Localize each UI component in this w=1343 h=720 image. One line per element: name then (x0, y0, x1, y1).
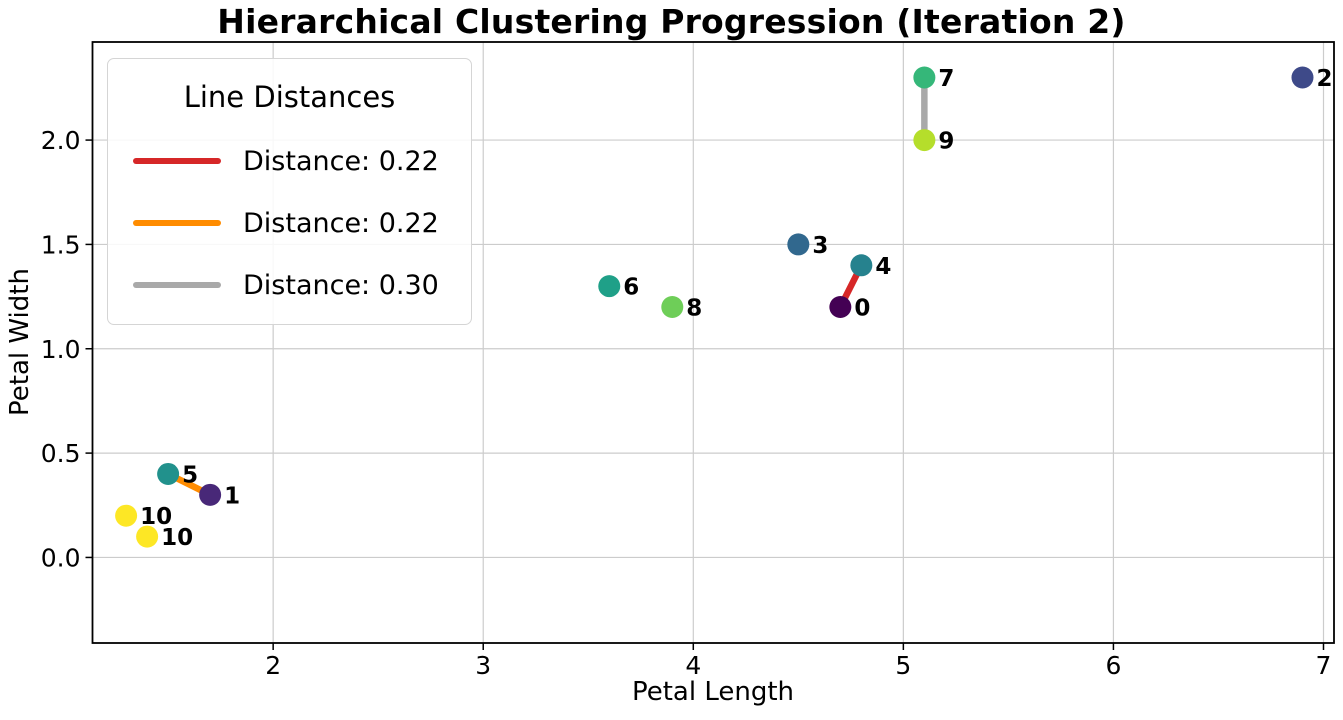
x-tick-label: 3 (475, 651, 491, 680)
y-tick-label: 0.0 (41, 543, 81, 572)
point-label: 3 (812, 233, 828, 259)
data-point (661, 296, 684, 319)
point-label: 1 (224, 483, 240, 509)
point-label: 4 (875, 254, 891, 280)
x-tick-label: 7 (1316, 651, 1332, 680)
legend-items: Distance: 0.22 Distance: 0.22 Distance: 0.… (108, 141, 471, 305)
point-label: 9 (938, 129, 954, 155)
y-tick-label: 1.0 (41, 335, 81, 364)
legend-item-label: Distance: 0.30 (243, 269, 439, 301)
data-point (115, 504, 138, 527)
point-label: 2 (1316, 66, 1332, 92)
point-label: 10 (140, 504, 172, 530)
legend-item-label: Distance: 0.22 (243, 145, 439, 177)
x-axis-label: Petal Length (631, 677, 795, 707)
legend-line-swatch (133, 220, 221, 226)
data-point (787, 233, 810, 256)
data-point (1291, 66, 1314, 89)
x-tick-label: 2 (265, 651, 281, 680)
data-point (157, 462, 180, 485)
data-point (199, 483, 222, 506)
x-tick-label: 5 (895, 651, 911, 680)
point-label: 5 (182, 462, 198, 488)
point-label: 8 (686, 296, 702, 322)
y-axis-label: Petal Width (5, 268, 35, 416)
y-tick-label: 0.5 (41, 439, 81, 468)
data-point (850, 254, 873, 277)
legend-line-swatch (133, 282, 221, 288)
legend-item-label: Distance: 0.22 (243, 207, 439, 239)
data-point (913, 129, 936, 152)
axes-border (91, 41, 1335, 644)
x-tick-label: 6 (1105, 651, 1121, 680)
legend-item: Distance: 0.30 (108, 265, 471, 305)
legend-item: Distance: 0.22 (108, 203, 471, 243)
legend-line-swatch (133, 158, 221, 164)
y-tick-label: 1.5 (41, 230, 81, 259)
data-point (829, 296, 852, 319)
chart-title: Hierarchical Clustering Progression (Ite… (217, 2, 1126, 41)
point-label: 7 (938, 66, 954, 92)
y-tick-label: 2.0 (41, 126, 81, 155)
point-label: 0 (854, 296, 870, 322)
legend: Line Distances Distance: 0.22 Distance: 0… (107, 58, 472, 325)
x-tick-label: 4 (685, 651, 701, 680)
data-point (598, 275, 621, 298)
legend-item: Distance: 0.22 (108, 141, 471, 181)
point-label: 10 (161, 525, 193, 551)
data-point (136, 525, 159, 548)
point-label: 6 (623, 275, 639, 301)
data-point (913, 66, 936, 89)
legend-title: Line Distances (183, 80, 396, 114)
